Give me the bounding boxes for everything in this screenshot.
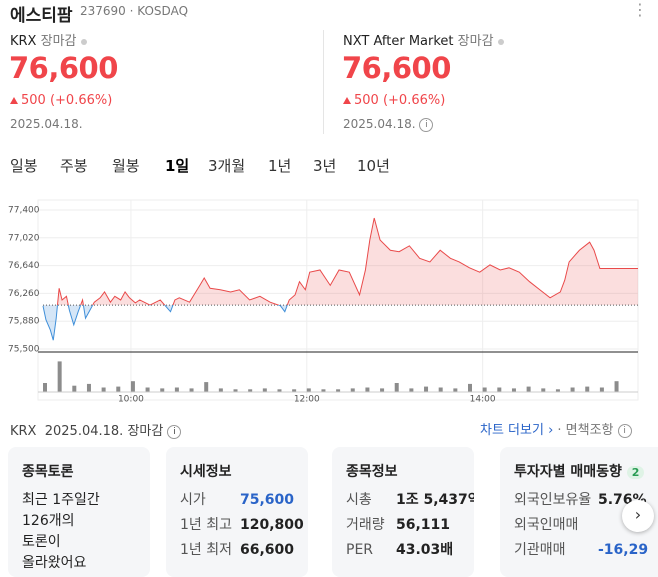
tab[interactable]: 1년 [268,157,292,175]
tab[interactable]: 1일 [165,157,190,175]
volume-bar [321,389,326,392]
date: 2025.04.18. i [343,117,434,132]
volume-bar [189,388,194,392]
next-button[interactable]: › [622,500,654,532]
volume-bar [277,389,282,392]
volume-bar [409,388,414,392]
x-tick-label: 12:00 [294,395,320,405]
volume-bar [72,385,77,392]
venue: KRX 장마감 [10,30,87,49]
menu[interactable]: ⋮ [632,0,648,19]
divider [323,30,324,134]
tab[interactable]: 3년 [313,157,337,175]
volume-bar [57,361,62,392]
stock-name: 에스티팜 [10,6,73,26]
change: 500 (+0.66%) [10,93,112,108]
tab[interactable]: 일봉 [10,157,38,175]
volume-bar [336,389,341,392]
venue: NXT After Market 장마감 [343,30,504,49]
volume-bar [438,387,443,392]
volume-bar [116,386,121,392]
volume-bar [380,388,385,392]
y-tick-label: 76,640 [8,261,40,271]
volume-bar [262,388,267,392]
area-up [43,218,638,306]
volume-bar [482,387,487,392]
footer-info: KRX 2025.04.18. 장마감 i [10,420,182,439]
volume-bar [511,388,516,392]
volume-bar [218,388,223,392]
chart-more[interactable]: 차트 더보기 [480,423,544,438]
tab[interactable]: 3개월 [208,157,246,175]
y-tick-label: 76,260 [8,289,40,299]
volume-bar [541,388,546,392]
footer-links: 차트 더보기 › · 면책조항 i [480,419,632,438]
chart: 77,400 77,020 76,640 76,260 75,880 75,500 10:0… [8,199,639,405]
volume-bar [365,387,370,392]
date: 2025.04.18. [10,117,83,131]
volume-bar [468,383,472,392]
volume-bar [526,386,531,392]
tab[interactable]: 주봉 [60,157,88,175]
volume-bar [306,388,311,392]
volume-bar [43,383,47,392]
volume-bar [248,389,253,392]
volume-bar [204,382,209,392]
price-line-up [56,217,638,306]
price-line-down [42,305,288,341]
volume-bar [233,389,238,392]
volume-bar [174,387,179,392]
card-price-info[interactable]: 시세정보 시가 75,600 1년 최고 120,800 1년 최저 66,600 [166,447,308,577]
disclaimer[interactable]: 면책조항 [565,423,614,438]
stock-code: 237690 · KOSDAQ [80,4,189,18]
change: 500 (+0.66%) [343,93,445,108]
volume-bar [497,387,502,392]
plot-frame [37,199,639,401]
tab[interactable]: 10년 [357,157,390,175]
volume-bar [599,387,604,392]
volume-bar [570,387,575,392]
volume-bar [86,383,91,392]
volume-bar [292,389,297,392]
volume-bar [101,387,106,392]
volume-bar [614,381,619,392]
price: 76,600 [9,51,118,85]
y-tick-label: 77,400 [8,206,40,216]
volume-bar [555,389,560,392]
volume-bar [130,381,135,392]
volume-bar [350,388,355,392]
volume-bar [585,386,590,392]
x-tick-label: 14:00 [470,395,496,405]
tab[interactable]: 월봉 [112,157,140,175]
price: 76,600 [342,51,451,85]
x-tick-label: 10:00 [118,395,144,405]
y-tick-label: 75,500 [8,345,40,355]
volume-bar [160,388,165,392]
volume-bar [424,386,429,392]
y-tick-label: 75,880 [8,317,40,327]
card-stock-info[interactable]: 종목정보 시총 1조 5,437억 거래량 56,111 PER 43.03배 [332,447,474,577]
card-discussion[interactable]: 종목토론 최근 1주일간 126개의 토론이 올라왔어요 [8,447,150,577]
volume-bar [394,383,399,392]
volume-bar [145,387,150,392]
y-tick-label: 77,020 [8,233,40,243]
volume-bar [453,388,458,392]
